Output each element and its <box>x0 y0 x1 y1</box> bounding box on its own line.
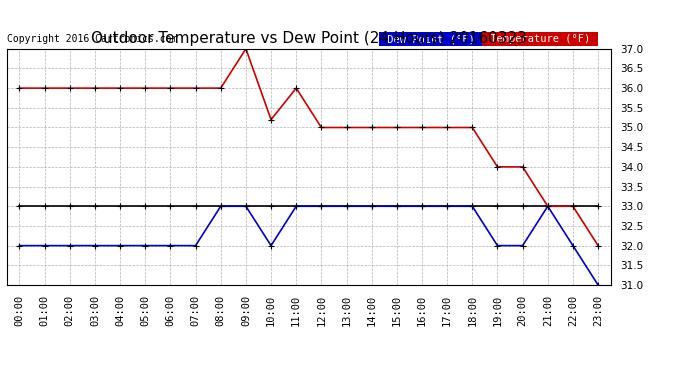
Text: Temperature (°F): Temperature (°F) <box>484 34 596 44</box>
Text: Copyright 2016 Cartronics.com: Copyright 2016 Cartronics.com <box>7 34 177 44</box>
Text: Dew Point (°F): Dew Point (°F) <box>381 34 481 44</box>
Title: Outdoor Temperature vs Dew Point (24 Hours) 20160323: Outdoor Temperature vs Dew Point (24 Hou… <box>91 31 526 46</box>
